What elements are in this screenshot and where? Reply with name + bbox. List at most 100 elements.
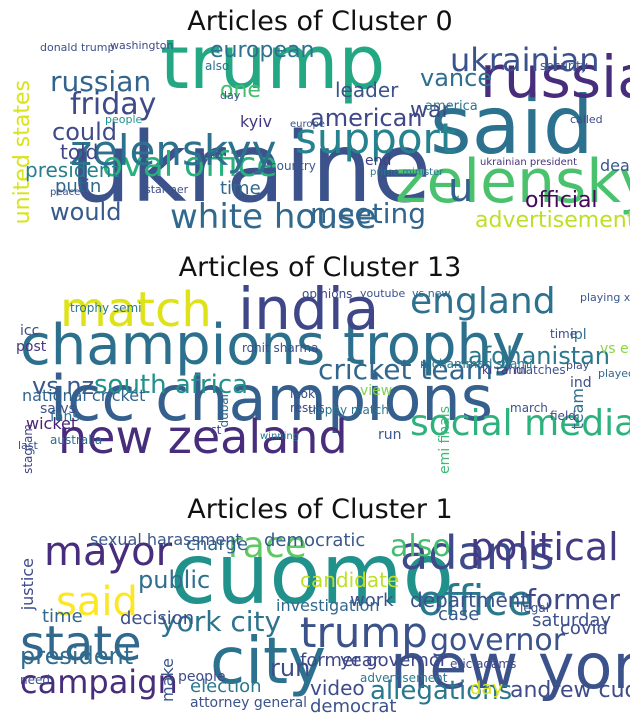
cloud-word: country xyxy=(270,159,316,173)
cloud-word: andrew cuomo xyxy=(510,678,630,703)
cloud-word: mohammed shami xyxy=(420,357,533,371)
cloud-word: department xyxy=(410,588,529,612)
cloud-word: vs new xyxy=(412,287,451,300)
cloud-word: election xyxy=(190,676,262,697)
cloud-word: end xyxy=(365,153,392,169)
cloud-word: said xyxy=(56,579,138,625)
cloud-word: zelenskyy xyxy=(70,126,277,175)
cloud-word: post xyxy=(16,339,47,355)
cloud-word: said xyxy=(430,79,594,172)
cloud-word: told xyxy=(60,140,99,164)
cloud-word: winning xyxy=(260,431,300,442)
cloud-word: make xyxy=(158,658,177,702)
cloud-word: america xyxy=(425,99,478,114)
cloud-word: public xyxy=(138,566,211,594)
cloud-word: play xyxy=(566,359,590,372)
cloud-word: youtube xyxy=(360,287,406,300)
cloud-word: attorney general xyxy=(190,695,308,711)
cloud-word: vs nz xyxy=(32,372,95,400)
cloud-word: washington xyxy=(110,40,174,52)
cloud-word: time xyxy=(42,606,83,627)
cloud-word: cuomo xyxy=(170,528,455,623)
cloud-word: putin xyxy=(55,176,102,197)
cloud-word: decision xyxy=(120,608,195,629)
cloud-word: kyiv xyxy=(240,112,273,131)
cloud-word: fans xyxy=(50,409,80,425)
cloud-word: icc xyxy=(20,323,40,339)
cloud-word: ukraine xyxy=(70,112,432,224)
cloud-word: match xyxy=(60,284,212,338)
cloud-word: result xyxy=(290,401,324,415)
cloud-word: support xyxy=(295,114,457,163)
cloud-word: united states xyxy=(10,80,35,225)
panel-title: Articles of Cluster 1 xyxy=(187,494,453,525)
cloud-word: england xyxy=(410,284,556,322)
cloud-word: mayor xyxy=(44,529,173,575)
cloud-word: could xyxy=(52,118,117,146)
cloud-word: europe xyxy=(290,119,325,130)
cloud-word: russian xyxy=(50,65,152,98)
cloud-word: european xyxy=(210,40,315,63)
cloud-word: president xyxy=(20,642,134,670)
cloud-word: former xyxy=(526,583,621,616)
cloud-word: cricket team xyxy=(318,353,494,386)
cloud-word: south africa xyxy=(94,370,249,400)
cloud-word: wicket xyxy=(26,414,78,433)
cloud-word: candidate xyxy=(300,568,400,592)
cloud-word: starmer xyxy=(145,183,189,196)
cloud-word: icc champions xyxy=(50,362,493,435)
cloud-word: field xyxy=(550,409,576,423)
cloud-word: day xyxy=(220,89,241,102)
cloud-word: office xyxy=(418,576,534,625)
cloud-word: dubai xyxy=(217,394,231,428)
cloud-word: city xyxy=(210,625,326,699)
cloud-word: sa vs xyxy=(40,401,76,417)
cloud-word: also xyxy=(390,529,451,564)
cloud-word: people xyxy=(178,669,226,685)
cloud-word: opinions xyxy=(302,287,353,301)
cloud-word: india xyxy=(238,284,380,343)
cluster-panel-13: Articles of Cluster 13 champions trophy i… xyxy=(0,240,640,480)
cloud-word: made xyxy=(200,151,223,160)
cloud-word: security xyxy=(540,59,588,73)
cloud-word: war xyxy=(410,98,451,123)
cloud-word: governor xyxy=(430,623,566,658)
cluster-panel-0: Articles of Cluster 0 trump said ukraine ze… xyxy=(0,0,640,240)
cloud-word: would xyxy=(50,198,122,226)
cloud-word: charge xyxy=(186,534,248,555)
cloud-word: vance xyxy=(420,64,493,92)
cloud-word: run xyxy=(270,654,311,682)
cloud-word: people xyxy=(105,113,143,126)
cloud-word: official xyxy=(525,188,598,213)
cloud-word: zelensky xyxy=(395,147,630,217)
cloud-word: march xyxy=(510,401,548,415)
cloud-word: white house xyxy=(170,197,377,230)
cloud-word: trophy semi xyxy=(70,301,142,315)
cloud-word: also xyxy=(205,59,230,73)
cloud-word: u xyxy=(448,165,474,211)
cloud-word: social media xyxy=(410,403,630,444)
cloud-word: played xyxy=(598,367,630,380)
cloud-word: rohit sharma xyxy=(242,341,319,355)
word-cloud: champions trophy icc champions india new ze… xyxy=(10,284,630,474)
cloud-word: new york xyxy=(390,630,630,703)
cloud-word: matches xyxy=(514,363,566,377)
cloud-word: semi finals xyxy=(437,406,453,474)
cloud-word: oval office xyxy=(102,145,278,185)
cloud-word: one xyxy=(220,78,261,103)
cloud-word: called xyxy=(570,113,603,126)
cloud-word: time xyxy=(550,327,578,341)
cloud-word: australia xyxy=(50,433,103,447)
panel-title: Articles of Cluster 13 xyxy=(178,252,462,283)
cloud-word: american xyxy=(310,104,423,132)
cloud-word: prime minister xyxy=(370,167,444,178)
cloud-word: adams xyxy=(400,528,555,580)
cloud-word: new zealand xyxy=(58,410,348,464)
cloud-word: investigation xyxy=(276,596,380,615)
cloud-word: playing xi xyxy=(580,291,630,304)
cloud-word: campaign xyxy=(20,663,178,701)
cloud-word: champions trophy xyxy=(20,313,526,378)
cloud-word: ind xyxy=(570,375,592,391)
